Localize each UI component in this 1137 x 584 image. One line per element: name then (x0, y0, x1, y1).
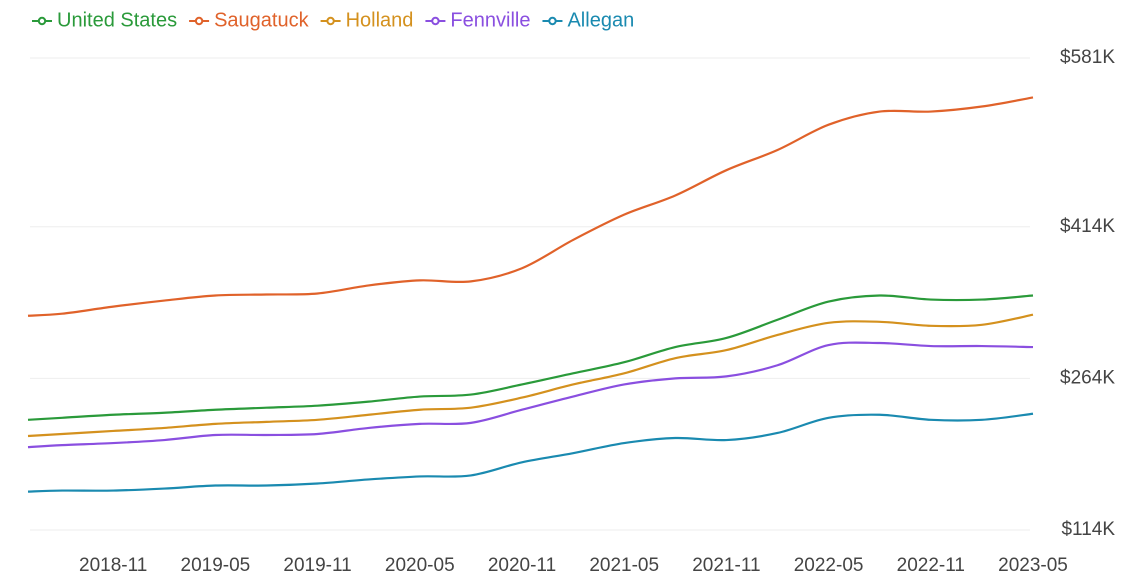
y-tick-label: $581K (1060, 47, 1115, 68)
y-tick-label: $264K (1060, 367, 1115, 388)
series-line (27, 313, 1034, 438)
legend-label: Allegan (567, 9, 634, 31)
series-line (27, 341, 1034, 449)
legend-label: Holland (346, 9, 414, 31)
legend-marker (431, 16, 440, 26)
x-tick-label: 2019-05 (181, 555, 251, 576)
y-tick-label: $114K (1061, 519, 1115, 540)
x-tick-label: 2023-05 (998, 555, 1068, 576)
x-tick-label: 2018-11 (79, 555, 147, 576)
x-tick-label: 2020-11 (488, 555, 556, 576)
x-tick-label: 2022-05 (794, 555, 864, 576)
y-tick-label: $414K (1060, 216, 1115, 237)
series-line (27, 412, 1034, 493)
legend-label: United States (57, 9, 177, 31)
series-line (27, 294, 1034, 421)
series-line (27, 96, 1034, 317)
x-tick-label: 2022-11 (897, 555, 965, 576)
legend-marker (194, 16, 204, 26)
legend-marker (326, 16, 335, 26)
legend-marker (548, 16, 557, 26)
x-tick-label: 2020-05 (385, 555, 455, 576)
legend-label: Fennville (450, 9, 530, 31)
legend-label: Saugatuck (214, 9, 310, 31)
legend-marker (37, 16, 47, 26)
x-tick-label: 2019-11 (283, 555, 351, 576)
x-tick-label: 2021-05 (589, 555, 659, 576)
x-tick-label: 2021-11 (692, 555, 760, 576)
